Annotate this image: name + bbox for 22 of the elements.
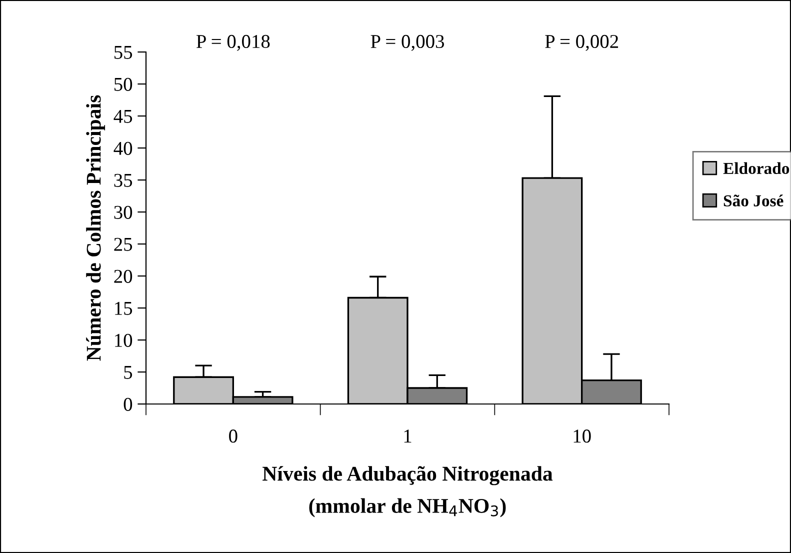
legend-label: São José <box>724 194 784 206</box>
text: P = 0,002 <box>545 34 618 51</box>
y-tick-label: 10 <box>115 334 132 347</box>
y-tick-label: 30 <box>114 206 132 219</box>
y-tick-label: 55 <box>114 46 132 59</box>
y-axis-title: Número de Colmos Principais <box>86 95 106 361</box>
x-axis-title: Níveis de Adubação Nitrogenada (mmolar de NH$_{4}$NO$_{3}$) <box>262 466 553 518</box>
y-tick-label: 0 <box>124 398 132 411</box>
y-tick-label: 40 <box>114 142 132 155</box>
y-tick-label: 45 <box>114 110 132 123</box>
x-tick-label: 0 <box>229 430 238 443</box>
legend-label: Eldorado <box>723 162 790 174</box>
y-tick-label: 50 <box>114 78 132 91</box>
x-tick-label: 10 <box>574 430 591 443</box>
y-tick-label: 35 <box>114 174 132 187</box>
y-tick-label: 5 <box>124 366 132 379</box>
y-tick-label: 15 <box>115 302 132 315</box>
y-tick-label: 25 <box>114 238 132 251</box>
text: P = 0,003 <box>370 34 444 51</box>
y-tick-label: 20 <box>114 270 132 283</box>
x-tick-label: 1 <box>404 430 412 442</box>
text: P = 0,018 <box>196 34 270 51</box>
